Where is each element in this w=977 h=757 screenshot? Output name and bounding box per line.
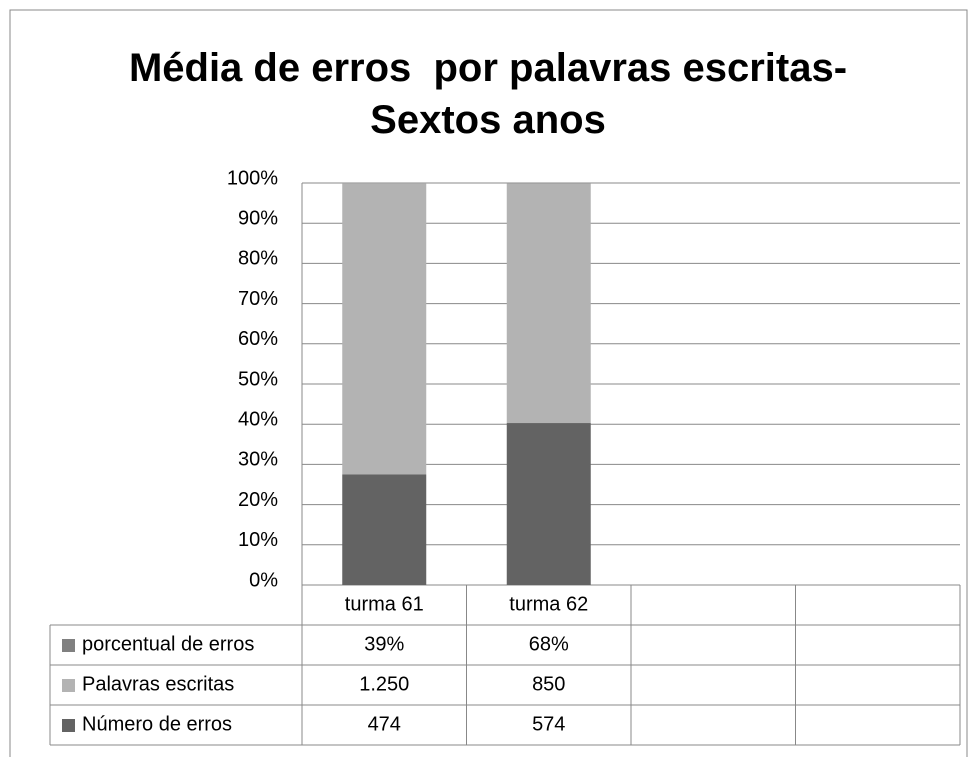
frame-border [9,9,968,757]
y-tick-label: 0% [249,569,278,591]
legend-label: porcentual de erros [82,633,254,655]
bar-segment [506,423,591,585]
table-value: 1.250 [359,673,409,695]
legend-label: Número de erros [82,713,232,735]
legend-swatch [62,639,75,652]
bar-segment [342,183,427,475]
y-tick-label: 50% [238,368,278,390]
y-tick-label: 70% [238,288,278,310]
y-tick-label: 60% [238,328,278,350]
table-value: 39% [364,633,404,655]
y-tick-label: 20% [238,489,278,511]
y-tick-label: 90% [238,207,278,229]
table-value: 474 [368,713,401,735]
bar-segment [342,474,427,585]
legend-label: Palavras escritas [82,673,234,695]
table-value: 68% [529,633,569,655]
table-value: 574 [532,713,565,735]
legend-swatch [62,719,75,732]
y-tick-label: 10% [238,529,278,551]
chart-title: Média de erros por palavras escritas-Sex… [128,46,848,142]
y-tick-label: 80% [238,248,278,270]
x-tick-label: turma 62 [509,593,588,615]
table-value: 850 [532,673,565,695]
y-tick-label: 40% [238,408,278,430]
legend-swatch [62,679,75,692]
x-tick-label: turma 61 [345,593,424,615]
bar-segment [506,183,591,424]
y-tick-label: 30% [238,449,278,471]
y-tick-label: 100% [227,167,278,189]
